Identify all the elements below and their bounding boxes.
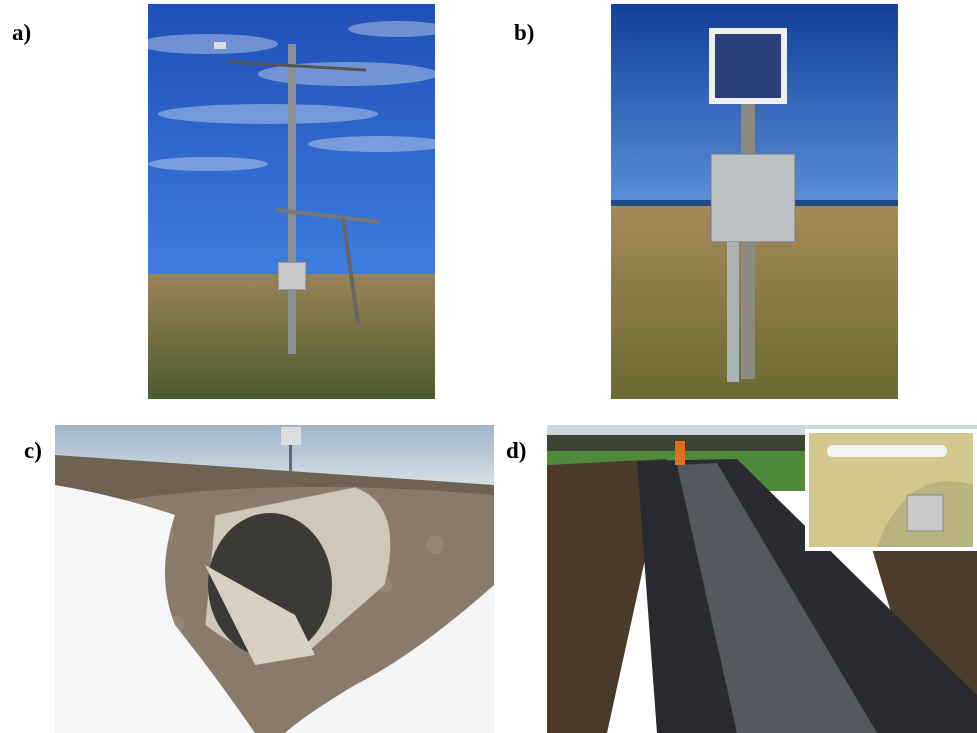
panel-label: a)	[12, 20, 32, 45]
panel-label: c)	[24, 438, 42, 463]
panel-label: d)	[506, 438, 527, 463]
photo-solar-logger	[611, 4, 898, 399]
photo-culvert	[55, 425, 494, 733]
photo-weather-mast	[148, 4, 435, 399]
panel-label: b)	[514, 20, 535, 45]
photo-lined-trench	[547, 425, 977, 733]
